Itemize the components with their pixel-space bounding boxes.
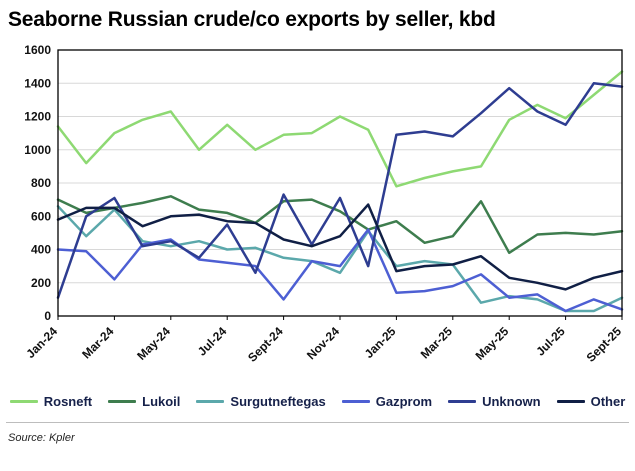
series-line-rosneft — [56, 70, 624, 188]
x-axis-tick-label: Sept-24 — [245, 324, 286, 365]
chart-title: Seaborne Russian crude/co exports by sel… — [8, 8, 496, 31]
y-axis-tick-label: 1400 — [24, 76, 51, 90]
legend-line-swatch — [448, 399, 477, 403]
y-axis-tick-label: 800 — [31, 176, 51, 190]
legend-item-gazprom: Gazprom — [341, 393, 433, 409]
x-axis-tick-label: Jan-24 — [23, 324, 60, 361]
plot-border — [57, 49, 623, 317]
legend-line-swatch — [9, 399, 38, 403]
x-axis-tick-label: Jul-24 — [195, 324, 230, 359]
legend-label: Other — [590, 393, 626, 409]
chart-legend: Rosneft Lukoil Surgutneftegas Gazprom Unknow… — [0, 388, 635, 414]
x-axis-tick-label: May-25 — [473, 324, 512, 363]
legend-label: Unknown — [482, 393, 541, 409]
y-axis-tick-label: 200 — [31, 276, 51, 290]
legend-line-swatch — [341, 399, 370, 403]
legend-line-swatch — [556, 399, 585, 403]
y-axis-tick-label: 1000 — [24, 143, 51, 157]
x-axis-tick-label: Mar-24 — [79, 324, 116, 361]
legend-label: Gazprom — [375, 393, 433, 409]
series-line-unknown — [56, 82, 624, 300]
legend-label: Rosneft — [43, 393, 93, 409]
series-line-lukoil — [56, 195, 624, 255]
y-axis-tick-label: 0 — [44, 309, 51, 323]
source-label: Source: Kpler — [8, 432, 75, 445]
x-axis-tick-label: Mar-25 — [418, 324, 455, 361]
y-axis-tick-label: 400 — [31, 243, 51, 257]
x-axis-tick-label: Sept-25 — [584, 324, 625, 365]
legend-item-unknown: Unknown — [448, 394, 541, 409]
x-axis-tick-label: Jan-25 — [362, 324, 399, 361]
legend-label: Surgutneftegas — [230, 393, 326, 409]
x-axis-tick-label: Jul-25 — [533, 324, 568, 359]
legend-label: Lukoil — [142, 393, 181, 409]
x-axis-tick-label: Nov-24 — [304, 324, 342, 362]
legend-item-lukoil: Lukoil — [108, 394, 180, 409]
legend-item-other: Other — [556, 393, 626, 409]
legend-item-surgutneftegas: Surgutneftegas — [196, 393, 326, 409]
y-axis-tick-label: 1200 — [24, 110, 51, 124]
series-line-gazprom — [56, 228, 624, 313]
series-line-other — [56, 203, 624, 291]
legend-item-rosneft: Rosneft — [9, 393, 93, 409]
y-axis-tick-label: 600 — [31, 209, 51, 223]
legend-line-swatch — [196, 399, 225, 403]
legend-line-swatch — [108, 399, 137, 403]
source-footer: Source: Kpler — [6, 422, 629, 446]
x-axis-tick-label: May-24 — [134, 324, 173, 363]
y-axis-tick-label: 1600 — [24, 43, 51, 57]
line-chart: 0 200 400 600 800 1000 1200 1400 1600 Jan-24 Mar-2… — [23, 43, 625, 365]
